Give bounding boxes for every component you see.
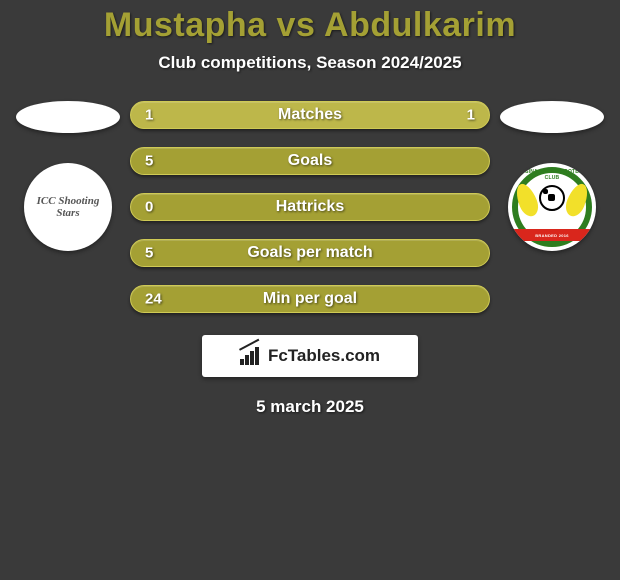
flag-right-icon (500, 101, 604, 133)
page-subtitle: Club competitions, Season 2024/2025 (0, 53, 620, 73)
stat-left-value: 0 (145, 199, 153, 216)
left-column: ICC Shooting Stars (16, 101, 120, 251)
brand-chart-icon (240, 347, 262, 365)
stat-label: Matches (278, 106, 342, 124)
stat-bar: 1 Matches 1 (130, 101, 490, 129)
stat-bar: 5 Goals (130, 147, 490, 175)
stat-label: Min per goal (263, 290, 357, 308)
stat-label: Goals (288, 152, 332, 170)
club-badge-right: KATSINA UNITED FOOTBALL CLUB BRANDED 201… (508, 163, 596, 251)
stat-bar: 5 Goals per match (130, 239, 490, 267)
stat-label: Goals per match (247, 244, 372, 262)
club-badge-left: ICC Shooting Stars (24, 163, 112, 251)
club-left-label: ICC Shooting Stars (24, 195, 112, 219)
stat-label: Hattricks (276, 198, 344, 216)
stat-left-value: 24 (145, 291, 162, 308)
stat-left-value: 1 (145, 107, 153, 124)
stat-left-value: 5 (145, 245, 153, 262)
brand-label: FcTables.com (268, 346, 380, 366)
brand-box[interactable]: FcTables.com (202, 335, 418, 377)
stats-bars: 1 Matches 1 5 Goals 0 Hattricks 5 Goals per matc… (130, 101, 490, 313)
stat-right-value: 1 (467, 107, 475, 124)
right-column: KATSINA UNITED FOOTBALL CLUB BRANDED 201… (500, 101, 604, 251)
club-right-band-text: BRANDED 2016 (508, 229, 596, 241)
club-right-top-text: KATSINA UNITED FOOTBALL CLUB (508, 169, 596, 181)
page-title: Mustapha vs Abdulkarim (0, 6, 620, 45)
footer: FcTables.com 5 march 2025 (0, 335, 620, 417)
comparison-row: ICC Shooting Stars 1 Matches 1 5 Goals 0 Hattr… (0, 101, 620, 313)
date-label: 5 march 2025 (256, 397, 364, 417)
stat-left-value: 5 (145, 153, 153, 170)
stat-bar: 24 Min per goal (130, 285, 490, 313)
flag-left-icon (16, 101, 120, 133)
stat-bar: 0 Hattricks (130, 193, 490, 221)
